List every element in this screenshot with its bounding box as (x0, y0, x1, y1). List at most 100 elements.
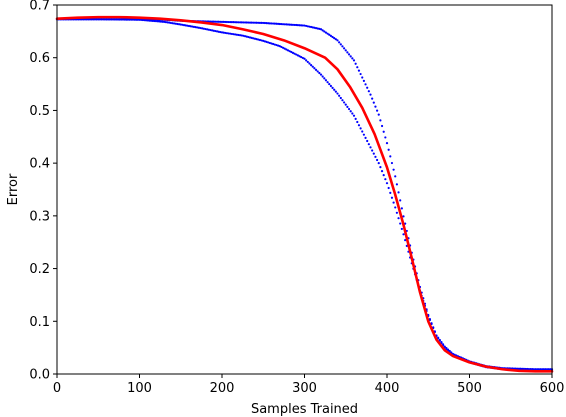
data-point (107, 18, 110, 21)
data-point (235, 21, 238, 24)
data-point (247, 21, 250, 24)
data-point (336, 39, 339, 42)
data-point (437, 337, 440, 340)
data-point (364, 83, 367, 86)
data-point (248, 21, 252, 24)
data-point (323, 30, 326, 33)
data-point (314, 68, 318, 71)
data-point (338, 94, 341, 97)
data-point (534, 368, 537, 371)
data-point (329, 34, 332, 37)
data-point (138, 18, 141, 21)
data-point (275, 43, 278, 47)
data-point (250, 21, 253, 24)
y-tick-label: 0.1 (29, 315, 50, 330)
data-point (95, 18, 98, 21)
data-point (547, 368, 550, 371)
data-point (306, 25, 309, 28)
data-point (306, 60, 309, 64)
data-point (380, 170, 384, 173)
data-point (202, 27, 205, 30)
data-point (130, 18, 133, 21)
data-point (402, 233, 405, 236)
data-point (235, 33, 238, 36)
data-point (298, 24, 301, 27)
data-point (184, 24, 187, 27)
data-point (153, 19, 156, 23)
data-point (545, 368, 549, 371)
data-point (328, 33, 331, 36)
data-point (390, 196, 394, 199)
data-point (544, 368, 547, 371)
data-point (178, 23, 181, 26)
data-point (204, 27, 207, 31)
data-point (301, 56, 304, 60)
data-point (361, 76, 364, 79)
data-point (166, 21, 169, 24)
data-point (151, 19, 154, 22)
data-point (354, 117, 357, 120)
data-point (377, 162, 380, 165)
data-point (98, 18, 101, 21)
smoothed-error-line (55, 15, 554, 373)
x-tick-label: 500 (457, 381, 482, 396)
data-point (257, 38, 260, 41)
data-point (240, 34, 243, 37)
data-point (234, 33, 237, 36)
data-point (227, 32, 230, 35)
data-point (377, 113, 380, 116)
data-point (212, 20, 215, 23)
data-point (237, 21, 240, 24)
data-point (146, 19, 149, 22)
data-point (263, 21, 266, 25)
data-point (303, 24, 306, 27)
curve-layer (55, 15, 554, 373)
data-point (524, 367, 527, 371)
data-point (389, 155, 392, 158)
data-point (133, 18, 136, 21)
data-point (400, 227, 403, 231)
data-point (268, 22, 271, 25)
data-point (229, 32, 232, 35)
data-point (283, 47, 286, 50)
data-point (140, 18, 143, 21)
data-point (286, 23, 290, 26)
data-point (362, 133, 365, 136)
data-point (211, 29, 214, 32)
data-point (385, 182, 389, 185)
data-point (222, 31, 225, 34)
data-point (293, 52, 296, 55)
data-point (257, 21, 260, 24)
data-point (156, 20, 159, 23)
data-point (242, 34, 245, 37)
data-point (186, 24, 189, 27)
data-point (239, 21, 242, 24)
data-point (347, 107, 351, 111)
data-point (149, 19, 153, 22)
data-point (328, 82, 331, 86)
data-point (351, 112, 354, 115)
data-point (230, 21, 233, 24)
data-point (244, 35, 247, 38)
data-point (201, 27, 204, 30)
data-point (362, 79, 365, 83)
data-point (275, 22, 278, 25)
data-point (359, 127, 362, 130)
data-point (227, 20, 230, 24)
data-point (539, 368, 542, 371)
data-point (326, 81, 329, 84)
data-point (382, 174, 385, 177)
data-point (313, 26, 316, 29)
data-point (199, 26, 202, 30)
data-point (349, 110, 352, 113)
data-point (108, 18, 111, 21)
data-point (278, 45, 281, 48)
data-point (234, 21, 237, 24)
data-point (380, 124, 384, 128)
data-point (356, 66, 359, 69)
data-point (290, 23, 293, 26)
data-point (207, 28, 210, 31)
data-point (102, 18, 105, 21)
data-point (280, 22, 283, 26)
data-point (371, 97, 374, 100)
